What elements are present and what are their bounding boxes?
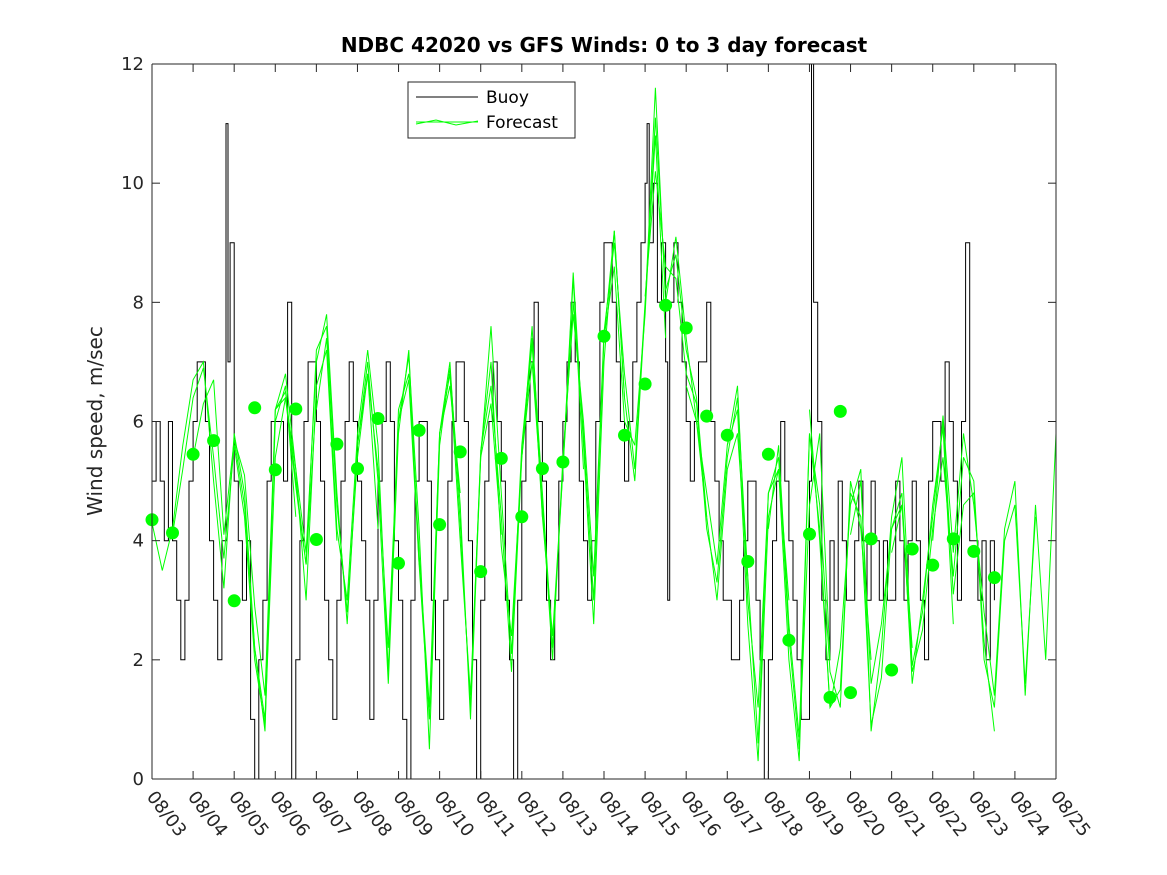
forecast-marker-12 (392, 556, 405, 570)
forecast-marker-6 (268, 463, 282, 477)
forecast-marker-40 (967, 544, 981, 558)
forecast-marker-32 (823, 690, 837, 704)
forecast-run-line-18 (850, 421, 995, 732)
forecast-run-line-4 (274, 314, 420, 684)
forecast-marker-22 (618, 428, 631, 442)
y-tick-label-8: 8 (133, 292, 144, 313)
forecast-marker-11 (371, 412, 385, 425)
forecast-run-line-1 (172, 367, 317, 726)
forecast-run-line-13 (644, 171, 790, 744)
forecast-marker-1 (166, 526, 179, 540)
series-layer (145, 63, 1057, 780)
forecast-marker-41 (987, 571, 1001, 585)
forecast-run-line-7 (398, 343, 543, 720)
forecast-marker-3 (207, 434, 221, 448)
y-axis-label: Wind speed, m/sec (83, 326, 107, 516)
forecast-run-line-12 (603, 87, 749, 601)
legend-box (407, 81, 576, 139)
forecast-run-line-20 (932, 415, 1057, 696)
forecast-marker-38 (926, 558, 940, 572)
forecast-marker-35 (864, 532, 878, 546)
forecast-marker-9 (330, 437, 344, 451)
y-tick-label-4: 4 (133, 531, 144, 552)
forecast-marker-25 (679, 321, 693, 335)
forecast-marker-24 (659, 298, 673, 312)
forecast-marker-18 (515, 510, 529, 524)
forecast-marker-36 (885, 663, 899, 677)
forecast-marker-30 (782, 633, 796, 647)
forecast-marker-37 (905, 542, 919, 556)
y-tick-label-6: 6 (133, 412, 144, 433)
y-tick-label-10: 10 (121, 173, 144, 194)
forecast-run-line-14 (685, 385, 831, 750)
forecast-marker-8 (309, 533, 323, 546)
forecast-marker-29 (761, 447, 775, 461)
forecast-marker-15 (453, 445, 467, 459)
legend: Buoy Forecast (407, 81, 576, 139)
forecast-marker-23 (638, 377, 652, 391)
forecast-marker-14 (433, 518, 447, 532)
chart-title: NDBC 42020 vs GFS Winds: 0 to 3 day fore… (341, 33, 868, 57)
forecast-marker-27 (720, 428, 734, 442)
forecast-run-line-2 (192, 349, 338, 696)
forecast-marker-7 (289, 402, 303, 416)
forecast-marker-26 (700, 409, 714, 423)
forecast-marker-17 (494, 451, 508, 465)
forecast-run-line-16 (767, 433, 913, 738)
forecast-run-line-9 (480, 230, 625, 637)
forecast-marker-21 (597, 329, 611, 343)
legend-forecast-swatch-2 (415, 119, 479, 126)
forecast-marker-28 (741, 555, 755, 568)
forecast-marker-34 (844, 686, 857, 700)
y-tick-label-0: 0 (133, 769, 144, 790)
forecast-marker-4 (227, 594, 241, 608)
y-tick-label-12: 12 (121, 54, 144, 75)
forecast-marker-10 (351, 462, 364, 476)
forecast-marker-39 (946, 532, 960, 546)
forecast-marker-33 (833, 404, 847, 418)
forecast-marker-2 (186, 447, 200, 461)
forecast-marker-19 (535, 462, 549, 476)
legend-buoy-label: Buoy (486, 88, 529, 108)
legend-forecast-label: Forecast (486, 113, 558, 133)
forecast-marker-16 (474, 565, 488, 579)
forecast-marker-20 (556, 455, 570, 469)
forecast-marker-31 (803, 527, 816, 541)
plot-area (152, 64, 1056, 779)
forecast-marker-13 (412, 423, 426, 437)
forecast-marker-5 (248, 401, 262, 415)
forecast-run-line-11 (562, 117, 708, 601)
y-tick-label-2: 2 (133, 650, 144, 671)
forecast-run-line-19 (891, 457, 1036, 708)
